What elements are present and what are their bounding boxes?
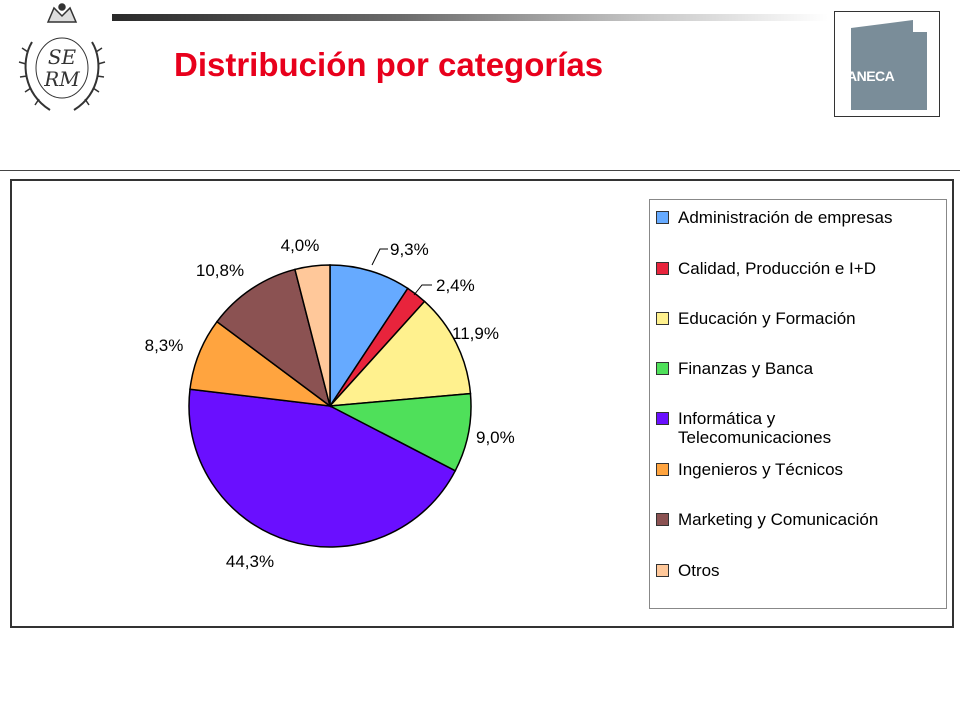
slice-label-marketing-y-comunicacion: 10,8%: [196, 261, 244, 280]
legend-swatch: [656, 513, 669, 526]
rsme-crest-icon: SE RM: [18, 3, 106, 111]
slice-label-otros: 4,0%: [281, 236, 320, 255]
chart-legend: Administración de empresas Calidad, Produ…: [649, 199, 947, 609]
legend-label: Finanzas y Banca: [678, 359, 814, 378]
page-title: Distribución por categorías: [174, 46, 604, 83]
legend-swatch: [656, 412, 669, 425]
svg-text:RM: RM: [43, 67, 80, 91]
aneca-logo-icon: [851, 20, 927, 110]
slice-label-informatica-y-telecomunicaciones: 44,3%: [226, 552, 274, 571]
pie-slice-finanzas-y-banca: [327, 392, 472, 472]
slice-label-ingenieros-y-tecnicos: 8,3%: [145, 336, 184, 355]
legend-label: Educación y Formación: [678, 309, 856, 328]
legend-label: Informática y Telecomunicaciones: [678, 409, 832, 447]
leader-line-calidad-produccion-e-i-d: [413, 284, 432, 296]
leader-line-administracion-de-empresas: [371, 248, 388, 266]
legend-label: Marketing y Comunicación: [678, 510, 879, 529]
legend-swatch: [656, 362, 669, 375]
legend-swatch: [656, 312, 669, 325]
pie-slice-administracion-de-empresas: [329, 264, 409, 409]
legend-swatch: [656, 564, 669, 577]
slice-label-administracion-de-empresas: 9,3%: [390, 240, 429, 259]
aneca-logo-text: ANECA: [847, 68, 895, 84]
legend-swatch: [656, 262, 669, 275]
pie-slice-educacion-y-formacion: [328, 300, 472, 407]
slice-label-calidad-produccion-e-i-d: 2,4%: [436, 276, 475, 295]
slice-label-educacion-y-formacion: 11,9%: [452, 324, 499, 343]
legend-swatch: [656, 211, 669, 224]
svg-text:SE: SE: [48, 45, 77, 69]
aneca-logo: ANECA: [834, 11, 940, 117]
legend-label: Ingenieros y Técnicos: [678, 460, 844, 479]
legend-swatch: [656, 463, 669, 476]
title-gradient-bar: [112, 14, 828, 21]
slice-label-finanzas-y-banca: 9,0%: [476, 428, 515, 447]
legend-label: Otros: [678, 561, 720, 580]
legend-label: Administración de empresas: [678, 208, 893, 227]
legend-label: Calidad, Producción e I+D: [678, 259, 876, 278]
chart-frame: 9,3% 2,4% 11,9% 9,0% 44,3% 8,3% 10,8% 4,0% Admi…: [10, 179, 954, 628]
pie-slice-otros: [294, 264, 331, 407]
pie-slice-informatica-y-telecomunicaciones: [188, 388, 457, 548]
header-divider: [0, 170, 960, 171]
pie-slice-marketing-y-comunicacion: [215, 268, 332, 408]
pie-chart: 9,3% 2,4% 11,9% 9,0% 44,3% 8,3% 10,8% 4,0%: [145, 236, 515, 571]
